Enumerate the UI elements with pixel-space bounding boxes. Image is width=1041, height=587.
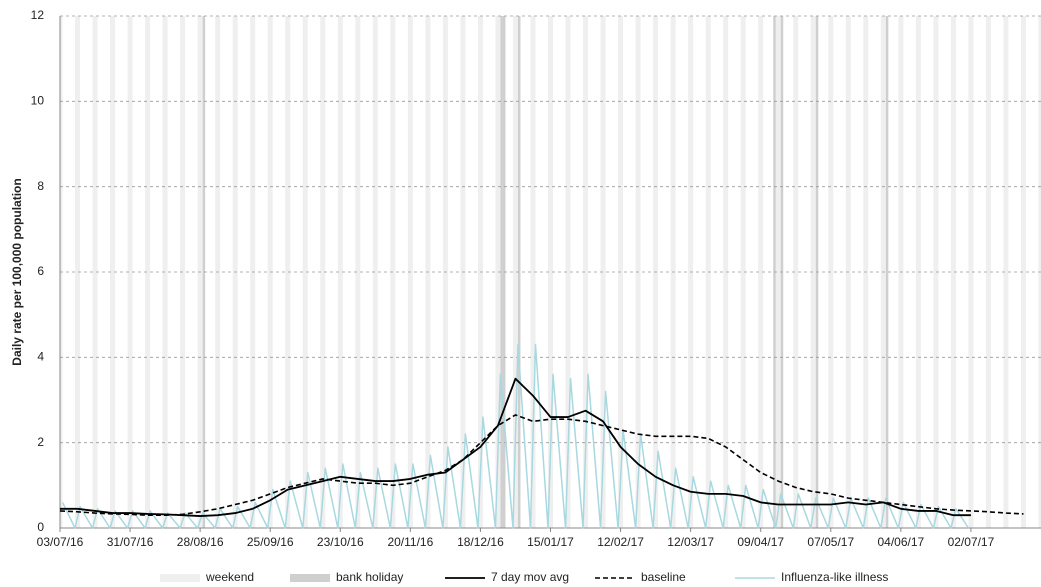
bank-holiday-band	[500, 16, 503, 528]
y-tick-label: 12	[31, 8, 45, 22]
legend-label: Influenza-like illness	[781, 570, 888, 584]
x-tick-label: 07/05/17	[807, 535, 854, 549]
x-tick-label: 03/07/16	[37, 535, 84, 549]
x-tick-label: 04/06/17	[877, 535, 924, 549]
weekend-band	[285, 16, 291, 528]
bank-holiday-band	[202, 16, 206, 528]
y-tick-label: 2	[37, 435, 44, 449]
y-tick-label: 10	[31, 94, 45, 108]
weekend-band	[92, 16, 98, 528]
series-line	[59, 414, 1024, 516]
weekend-band	[985, 16, 991, 528]
x-tick-label: 18/12/16	[457, 535, 504, 549]
weekend-band	[547, 16, 554, 528]
weekend-band	[1003, 16, 1009, 528]
series-line	[60, 377, 971, 517]
weekend-band	[320, 16, 326, 528]
legend-swatch	[160, 574, 200, 582]
x-tick-label: 28/08/16	[177, 535, 224, 549]
legend-label: bank holiday	[336, 570, 403, 584]
weekend-band	[162, 16, 168, 528]
bank-holiday-band	[885, 16, 889, 528]
weekend-band	[933, 16, 939, 528]
y-tick-label: 4	[37, 350, 44, 364]
y-axis-label: Daily rate per 100,000 population	[10, 178, 24, 365]
weekend-band	[145, 16, 151, 528]
weekend-band	[530, 16, 536, 528]
legend-swatch	[290, 574, 330, 582]
x-tick-label: 12/02/17	[597, 535, 644, 549]
weekend-band	[793, 16, 799, 528]
weekend-band	[740, 16, 746, 528]
weekend-band	[355, 16, 361, 528]
weekend-band	[583, 16, 589, 528]
weekend-band	[495, 16, 501, 528]
x-tick-label: 15/01/17	[527, 535, 574, 549]
legend-label: 7 day mov avg	[491, 570, 569, 584]
weekend-band	[723, 16, 729, 528]
weekend-band	[127, 16, 133, 528]
bank-holiday-band	[517, 16, 521, 528]
x-tick-label: 02/07/17	[948, 535, 995, 549]
x-tick-label: 09/04/17	[737, 535, 784, 549]
x-tick-label: 12/03/17	[667, 535, 714, 549]
weekend-band	[758, 16, 764, 528]
weekend-band	[565, 16, 571, 528]
weekend-band	[950, 16, 956, 528]
legend-label: baseline	[641, 570, 686, 584]
weekend-band	[337, 16, 343, 528]
weekend-band	[600, 16, 606, 528]
x-tick-label: 31/07/16	[107, 535, 154, 549]
weekend-band	[372, 16, 378, 528]
x-tick-label: 25/09/16	[247, 535, 294, 549]
y-tick-label: 6	[37, 264, 44, 278]
weekend-band	[968, 16, 974, 528]
x-tick-label: 23/10/16	[317, 535, 364, 549]
weekend-band	[775, 16, 781, 528]
series-line	[61, 343, 970, 529]
y-tick-label: 0	[37, 520, 44, 534]
weekend-band	[302, 16, 308, 528]
weekend-band	[810, 16, 816, 528]
weekend-band	[1020, 16, 1026, 528]
weekend-band	[512, 16, 518, 528]
y-tick-label: 8	[37, 179, 44, 193]
weekend-band	[110, 16, 116, 528]
x-tick-label: 20/11/16	[387, 535, 433, 549]
weekend-band	[75, 16, 81, 528]
legend-label: weekend	[205, 570, 254, 584]
